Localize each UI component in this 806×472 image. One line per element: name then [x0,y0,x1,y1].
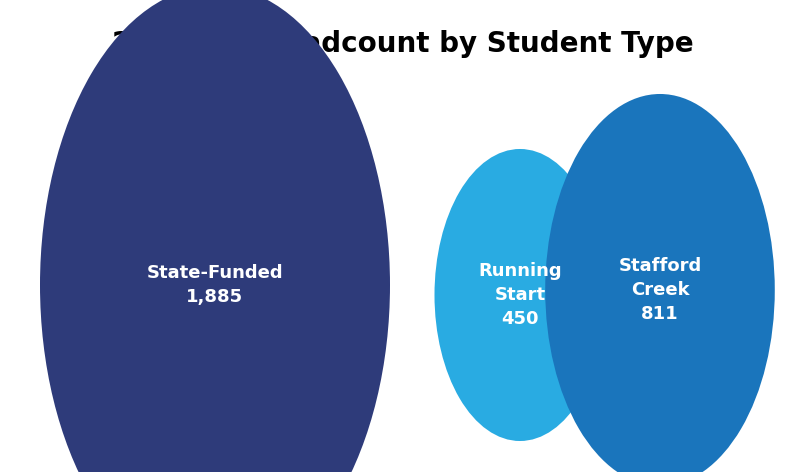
Ellipse shape [434,149,605,441]
Text: Stafford
Creek
811: Stafford Creek 811 [618,257,702,322]
Text: State-Funded
1,885: State-Funded 1,885 [147,264,284,306]
Ellipse shape [40,0,390,472]
Text: Running
Start
450: Running Start 450 [478,262,562,328]
Text: 2023-24: Headcount by Student Type: 2023-24: Headcount by Student Type [112,30,694,58]
Ellipse shape [545,94,775,472]
